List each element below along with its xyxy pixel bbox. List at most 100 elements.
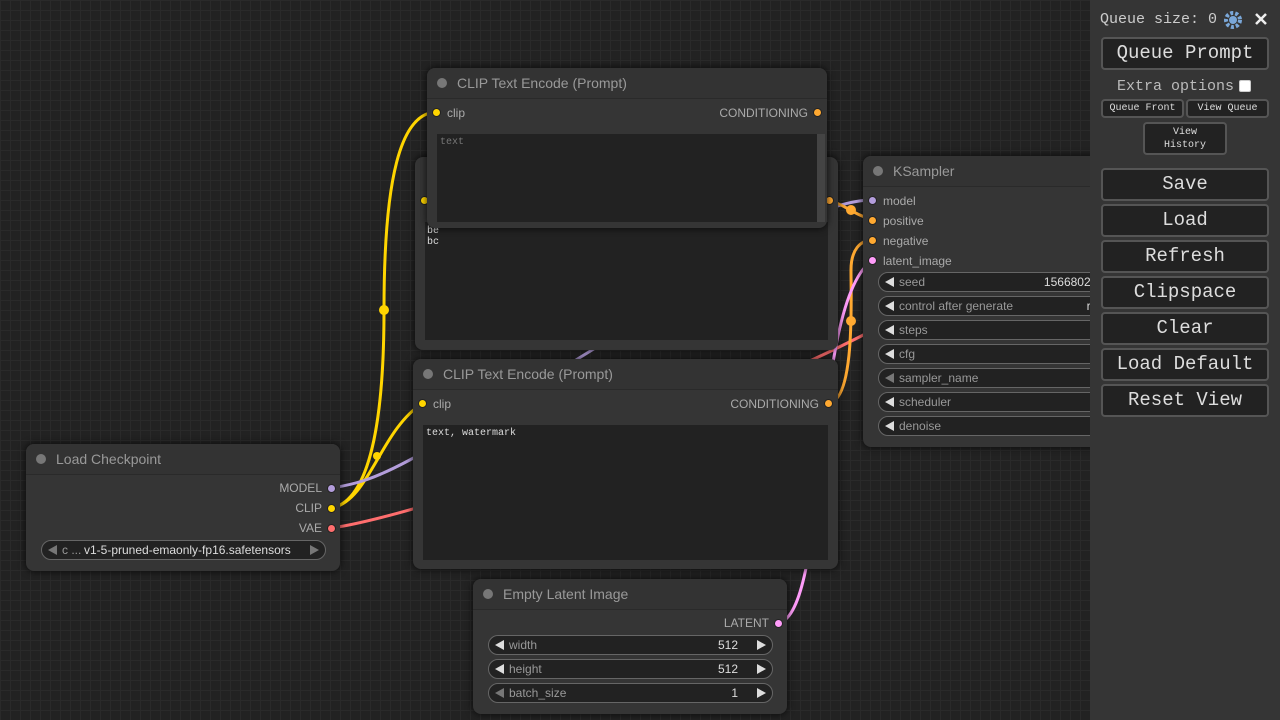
widget-value: 512 — [717, 638, 738, 652]
output-slot — [327, 504, 336, 513]
arrow-left[interactable] — [495, 688, 504, 698]
node-title: Load Checkpoint — [56, 451, 162, 467]
output-label: MODEL — [279, 481, 322, 495]
settings-icon[interactable] — [1223, 10, 1243, 30]
node-title-bar — [473, 579, 787, 610]
menu-button[interactable]: Refresh — [1101, 240, 1269, 273]
reroute-dot — [846, 316, 856, 326]
text-line: bc — [427, 237, 440, 248]
text-area[interactable]: text — [437, 134, 817, 222]
arrow-left[interactable] — [885, 349, 894, 359]
scrollbar — [817, 134, 825, 222]
arrow-left[interactable] — [48, 545, 57, 555]
menu-button[interactable]: Save — [1101, 168, 1269, 201]
extra-options: Extra options — [1117, 78, 1235, 95]
input-label: negative — [883, 234, 929, 248]
widget-label: width — [509, 638, 538, 652]
arrow-left[interactable] — [885, 277, 894, 287]
number-widget[interactable]: width 512 — [488, 635, 773, 655]
prompt-text: text, watermark — [426, 428, 517, 439]
text-area[interactable]: be bc — [425, 222, 828, 340]
node-dot — [437, 78, 447, 88]
number-widget[interactable]: height 512 — [488, 659, 773, 679]
input-slot — [868, 196, 877, 205]
arrow-left[interactable] — [885, 373, 894, 383]
text-area[interactable]: text, watermark — [423, 425, 828, 560]
menu-button[interactable]: Load — [1101, 204, 1269, 237]
arrow-left[interactable] — [885, 301, 894, 311]
number-widget[interactable]: denoise — [878, 416, 1128, 436]
node-title-bar — [26, 444, 340, 475]
output-label: CONDITIONING — [730, 397, 819, 411]
widget-label: seed — [899, 275, 926, 289]
arrow-right[interactable] — [757, 688, 766, 698]
output-label: CLIP — [295, 501, 322, 515]
widget-label: c ... — [62, 543, 82, 557]
input-label: clip — [447, 106, 466, 120]
arrow-right[interactable] — [310, 545, 319, 555]
arrow-left[interactable] — [885, 397, 894, 407]
input-slot — [868, 256, 877, 265]
node-title: CLIP Text Encode (Prompt) — [457, 75, 627, 91]
input-slot — [432, 108, 441, 117]
conditioning-wire — [828, 238, 874, 405]
arrow-left[interactable] — [885, 325, 894, 335]
combo-widget[interactable]: c ... v1-5-pruned-emaonly-fp16.safetenso… — [41, 540, 326, 560]
reroute-dot — [846, 205, 856, 215]
sidebar: Queue size: 0 Queue Prompt Extra options… — [1090, 0, 1280, 720]
view-queue-button[interactable]: View Queue — [1186, 99, 1269, 118]
number-widget[interactable]: steps — [878, 320, 1128, 340]
output-label: VAE — [298, 521, 322, 535]
menu-button[interactable]: Clear — [1101, 312, 1269, 345]
node[interactable]: CLIP Text Encode (Prompt) clip CONDITION… — [413, 359, 838, 569]
queue-front-button[interactable]: Queue Front — [1101, 99, 1184, 118]
checkbox[interactable] — [1239, 80, 1251, 92]
input-slot — [868, 216, 877, 225]
widget-label: cfg — [899, 347, 916, 361]
widget-value: 512 — [717, 662, 738, 676]
node[interactable]: CLIP Text Encode (Prompt) clip CONDITION… — [427, 68, 827, 228]
widget-value: 1 — [731, 686, 738, 700]
queue-size: Queue size: 0 — [1100, 11, 1218, 28]
number-widget[interactable]: seed 156680208 — [878, 272, 1128, 292]
node-title-bar — [413, 359, 838, 390]
widget-label: steps — [899, 323, 928, 337]
output-slot — [327, 484, 336, 493]
output-label: LATENT — [723, 616, 769, 630]
widget-label: height — [509, 662, 542, 676]
node-dot — [483, 589, 493, 599]
arrow-right[interactable] — [757, 640, 766, 650]
menu-button[interactable]: Reset View — [1101, 384, 1269, 417]
arrow-right[interactable] — [757, 664, 766, 674]
node[interactable]: KSampler model positive negative latent_ima… — [863, 156, 1128, 447]
menu-button[interactable]: Load Default — [1101, 348, 1269, 381]
node-title-bar — [427, 68, 827, 99]
number-widget[interactable]: sampler_name — [878, 368, 1128, 388]
queue-prompt-button[interactable]: Queue Prompt — [1101, 37, 1269, 70]
input-label: model — [883, 194, 916, 208]
arrow-left[interactable] — [885, 421, 894, 431]
view-history-button[interactable]: View History — [1143, 122, 1227, 155]
text-line: be — [427, 226, 440, 237]
widget-label: denoise — [899, 419, 942, 433]
input-label: positive — [883, 214, 924, 228]
arrow-left[interactable] — [495, 664, 504, 674]
node[interactable]: Load Checkpoint MODEL CLIP VAE c ... v1-… — [26, 444, 340, 571]
output-slot — [824, 399, 833, 408]
output-slot — [774, 619, 783, 628]
node-dot — [873, 166, 883, 176]
widget-value: v1-5-pruned-emaonly-fp16.safetensors — [84, 543, 291, 557]
menu-button[interactable]: Clipspace — [1101, 276, 1269, 309]
input-slot — [418, 399, 427, 408]
widget-label: control after generate — [899, 299, 1014, 313]
widget-label: sampler_name — [899, 371, 979, 385]
node-title-bar — [863, 156, 1103, 187]
node[interactable]: Empty Latent Image LATENT width 512 height… — [473, 579, 787, 714]
number-widget[interactable]: batch_size 1 — [488, 683, 773, 703]
arrow-left[interactable] — [495, 640, 504, 650]
close-icon[interactable] — [1254, 12, 1268, 26]
placeholder: text — [440, 137, 465, 148]
node-dot — [36, 454, 46, 464]
node-title: Empty Latent Image — [503, 586, 629, 602]
